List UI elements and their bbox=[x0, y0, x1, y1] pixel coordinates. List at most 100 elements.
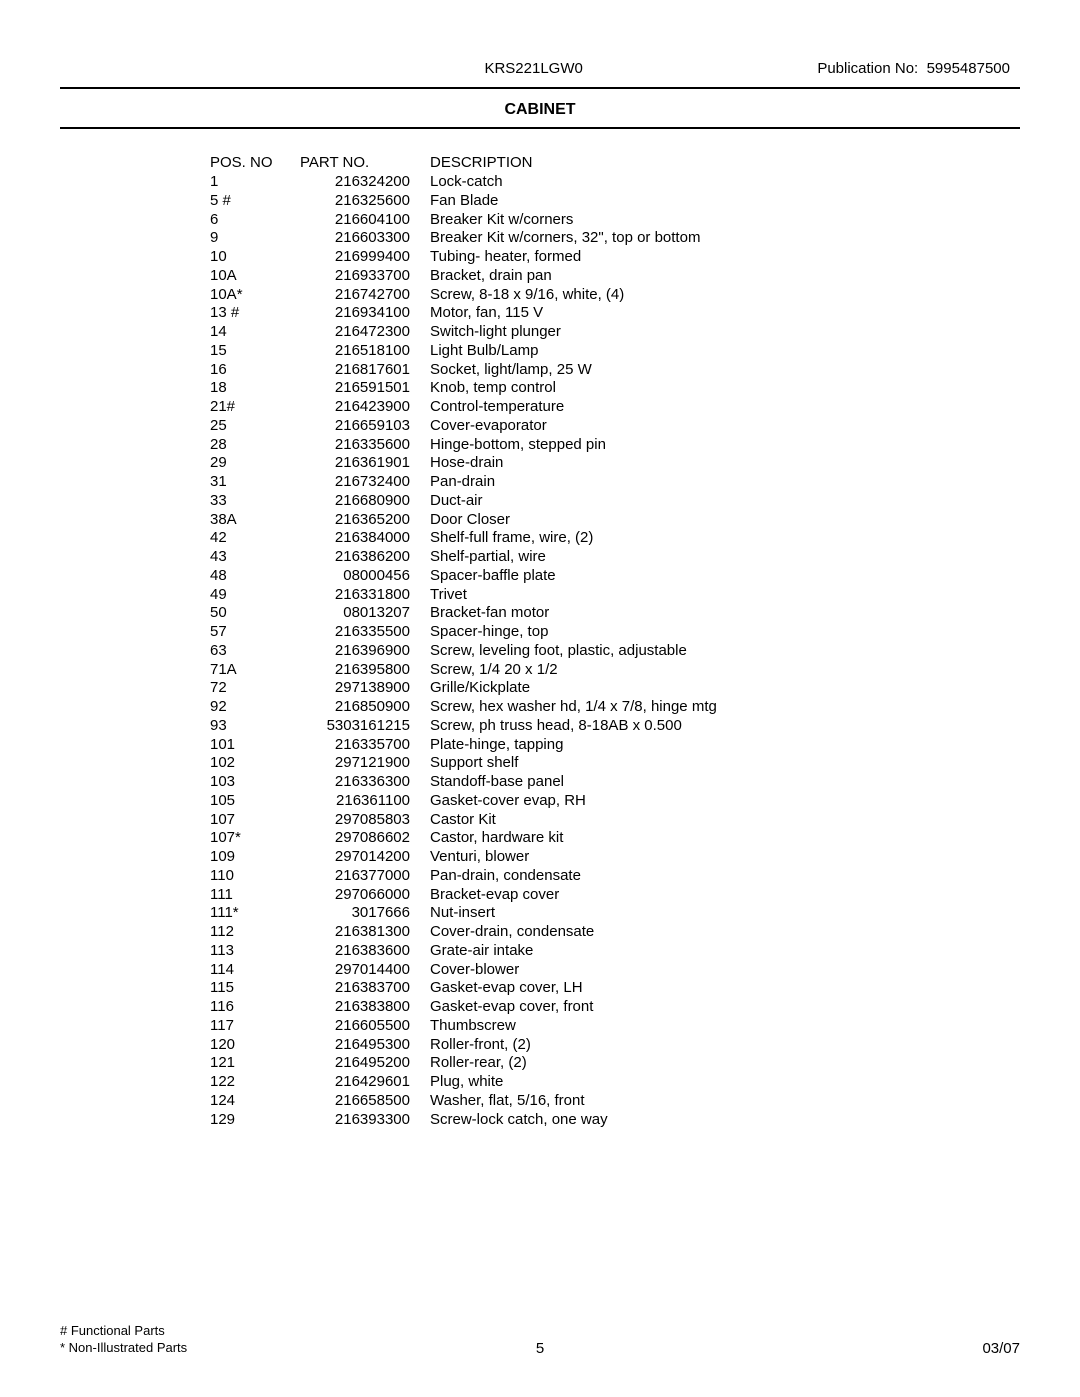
cell-part: 216383600 bbox=[300, 942, 430, 961]
cell-desc: Screw, ph truss head, 8-18AB x 0.500 bbox=[430, 717, 717, 736]
cell-pos: 31 bbox=[210, 473, 300, 492]
cell-desc: Spacer-baffle plate bbox=[430, 567, 717, 586]
cell-pos: 48 bbox=[210, 567, 300, 586]
cell-pos: 13 # bbox=[210, 304, 300, 323]
cell-desc: Hinge-bottom, stepped pin bbox=[430, 436, 717, 455]
table-row: 107297085803Castor Kit bbox=[210, 811, 717, 830]
table-row: 114297014400Cover-blower bbox=[210, 961, 717, 980]
parts-table-wrap: POS. NO PART NO. DESCRIPTION 1216324200L… bbox=[60, 154, 1020, 1129]
cell-part: 216361901 bbox=[300, 454, 430, 473]
cell-part: 216680900 bbox=[300, 492, 430, 511]
cell-pos: 72 bbox=[210, 679, 300, 698]
cell-pos: 21# bbox=[210, 398, 300, 417]
table-row: 16216817601Socket, light/lamp, 25 W bbox=[210, 361, 717, 380]
cell-part: 216361100 bbox=[300, 792, 430, 811]
cell-pos: 18 bbox=[210, 379, 300, 398]
section-title: CABINET bbox=[60, 87, 1020, 129]
cell-pos: 28 bbox=[210, 436, 300, 455]
table-row: 116216383800Gasket-evap cover, front bbox=[210, 998, 717, 1017]
cell-pos: 57 bbox=[210, 623, 300, 642]
cell-pos: 107* bbox=[210, 829, 300, 848]
cell-desc: Gasket-cover evap, RH bbox=[430, 792, 717, 811]
cell-pos: 63 bbox=[210, 642, 300, 661]
table-row: 6216604100Breaker Kit w/corners bbox=[210, 211, 717, 230]
cell-pos: 129 bbox=[210, 1111, 300, 1130]
cell-desc: Bracket, drain pan bbox=[430, 267, 717, 286]
cell-pos: 111 bbox=[210, 886, 300, 905]
table-row: 122216429601Plug, white bbox=[210, 1073, 717, 1092]
cell-desc: Switch-light plunger bbox=[430, 323, 717, 342]
cell-pos: 105 bbox=[210, 792, 300, 811]
cell-desc: Thumbscrew bbox=[430, 1017, 717, 1036]
table-row: 124216658500Washer, flat, 5/16, front bbox=[210, 1092, 717, 1111]
cell-desc: Venturi, blower bbox=[430, 848, 717, 867]
cell-part: 216365200 bbox=[300, 511, 430, 530]
cell-desc: Screw, hex washer hd, 1/4 x 7/8, hinge m… bbox=[430, 698, 717, 717]
cell-pos: 124 bbox=[210, 1092, 300, 1111]
table-row: 110216377000Pan-drain, condensate bbox=[210, 867, 717, 886]
cell-desc: Washer, flat, 5/16, front bbox=[430, 1092, 717, 1111]
table-row: 111297066000Bracket-evap cover bbox=[210, 886, 717, 905]
cell-desc: Plate-hinge, tapping bbox=[430, 736, 717, 755]
cell-desc: Tubing- heater, formed bbox=[430, 248, 717, 267]
table-row: 28216335600Hinge-bottom, stepped pin bbox=[210, 436, 717, 455]
table-row: 129216393300Screw-lock catch, one way bbox=[210, 1111, 717, 1130]
cell-part: 08000456 bbox=[300, 567, 430, 586]
col-header-pos: POS. NO bbox=[210, 154, 300, 173]
cell-part: 5303161215 bbox=[300, 717, 430, 736]
cell-desc: Screw, 8-18 x 9/16, white, (4) bbox=[430, 286, 717, 305]
cell-desc: Control-temperature bbox=[430, 398, 717, 417]
table-row: 71A216395800Screw, 1/4 20 x 1/2 bbox=[210, 661, 717, 680]
col-header-part: PART NO. bbox=[300, 154, 430, 173]
cell-desc: Gasket-evap cover, front bbox=[430, 998, 717, 1017]
cell-desc: Pan-drain bbox=[430, 473, 717, 492]
publication-value: 5995487500 bbox=[927, 60, 1010, 77]
table-row: 13 #216934100Motor, fan, 115 V bbox=[210, 304, 717, 323]
cell-pos: 113 bbox=[210, 942, 300, 961]
table-row: 10216999400Tubing- heater, formed bbox=[210, 248, 717, 267]
cell-part: 297066000 bbox=[300, 886, 430, 905]
table-row: 107*297086602Castor, hardware kit bbox=[210, 829, 717, 848]
cell-part: 216518100 bbox=[300, 342, 430, 361]
cell-desc: Bracket-evap cover bbox=[430, 886, 717, 905]
cell-part: 216325600 bbox=[300, 192, 430, 211]
cell-desc: Screw, leveling foot, plastic, adjustabl… bbox=[430, 642, 717, 661]
table-row: 121216495200Roller-rear, (2) bbox=[210, 1054, 717, 1073]
cell-part: 216934100 bbox=[300, 304, 430, 323]
cell-part: 216423900 bbox=[300, 398, 430, 417]
table-row: 63216396900Screw, leveling foot, plastic… bbox=[210, 642, 717, 661]
cell-desc: Bracket-fan motor bbox=[430, 604, 717, 623]
cell-part: 3017666 bbox=[300, 904, 430, 923]
table-row: 105216361100Gasket-cover evap, RH bbox=[210, 792, 717, 811]
cell-part: 216659103 bbox=[300, 417, 430, 436]
cell-pos: 14 bbox=[210, 323, 300, 342]
table-row: 101216335700Plate-hinge, tapping bbox=[210, 736, 717, 755]
cell-part: 216732400 bbox=[300, 473, 430, 492]
cell-desc: Shelf-partial, wire bbox=[430, 548, 717, 567]
footnote-functional: # Functional Parts bbox=[60, 1323, 187, 1340]
footer-notes: # Functional Parts * Non-Illustrated Par… bbox=[60, 1323, 187, 1357]
cell-desc: Socket, light/lamp, 25 W bbox=[430, 361, 717, 380]
cell-pos: 121 bbox=[210, 1054, 300, 1073]
publication-no: Publication No: 5995487500 bbox=[817, 60, 1010, 77]
cell-part: 216384000 bbox=[300, 529, 430, 548]
cell-desc: Light Bulb/Lamp bbox=[430, 342, 717, 361]
table-row: 935303161215Screw, ph truss head, 8-18AB… bbox=[210, 717, 717, 736]
cell-part: 216817601 bbox=[300, 361, 430, 380]
table-row: 10A216933700Bracket, drain pan bbox=[210, 267, 717, 286]
cell-pos: 29 bbox=[210, 454, 300, 473]
cell-part: 216999400 bbox=[300, 248, 430, 267]
table-row: 21#216423900Control-temperature bbox=[210, 398, 717, 417]
cell-part: 297086602 bbox=[300, 829, 430, 848]
cell-part: 216393300 bbox=[300, 1111, 430, 1130]
table-row: 5 #216325600Fan Blade bbox=[210, 192, 717, 211]
cell-pos: 10A* bbox=[210, 286, 300, 305]
cell-pos: 120 bbox=[210, 1036, 300, 1055]
table-row: 120216495300Roller-front, (2) bbox=[210, 1036, 717, 1055]
table-row: 72297138900Grille/Kickplate bbox=[210, 679, 717, 698]
cell-part: 216495200 bbox=[300, 1054, 430, 1073]
cell-pos: 101 bbox=[210, 736, 300, 755]
table-row: 14216472300Switch-light plunger bbox=[210, 323, 717, 342]
table-row: 29216361901Hose-drain bbox=[210, 454, 717, 473]
cell-part: 216658500 bbox=[300, 1092, 430, 1111]
